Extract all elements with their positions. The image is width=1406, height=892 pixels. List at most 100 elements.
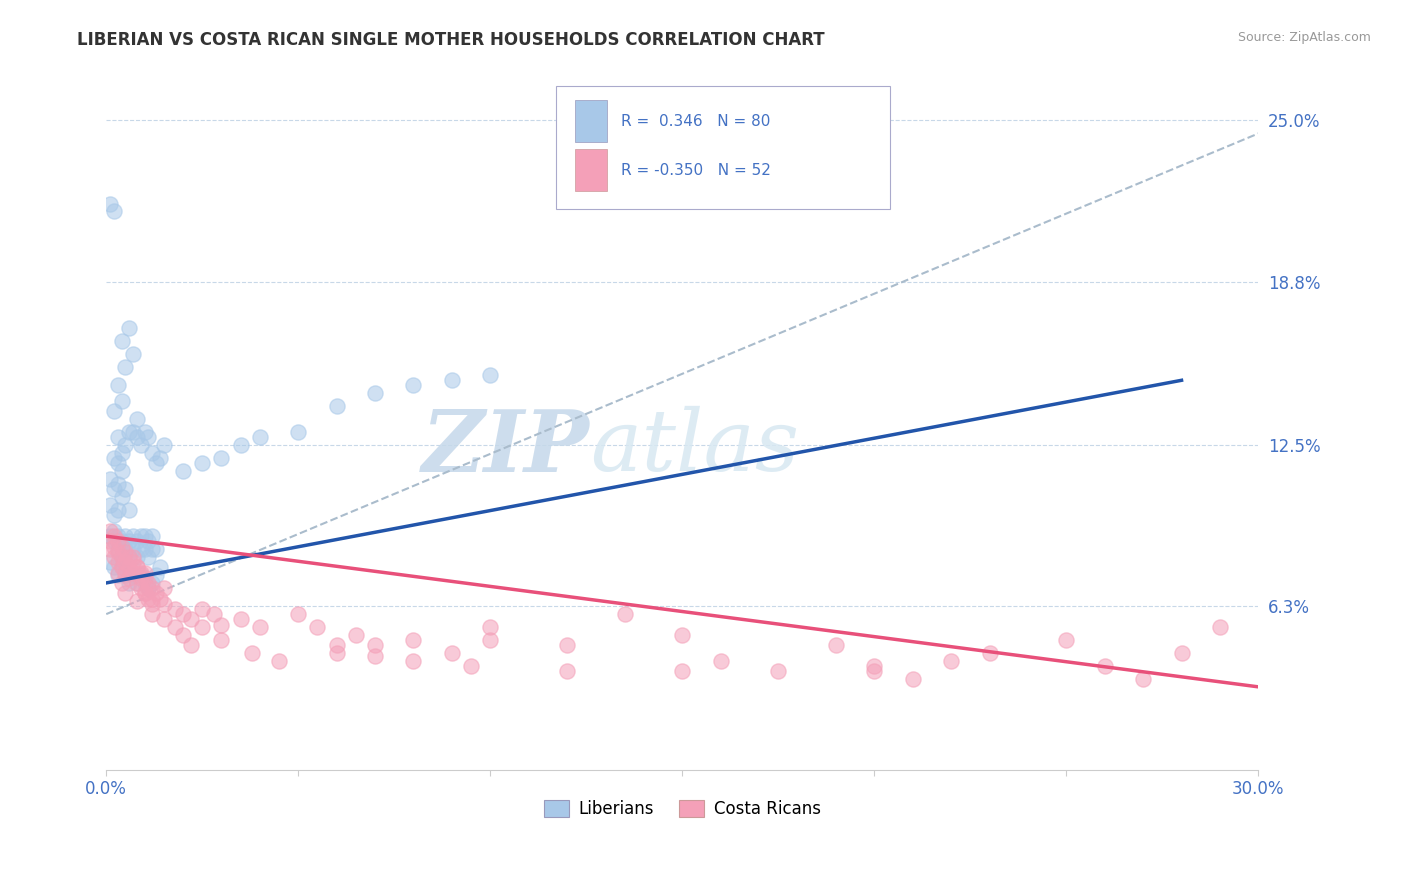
Point	[110, 549, 132, 564]
Point	[149, 591, 172, 606]
Point	[138, 576, 160, 591]
Point	[134, 576, 156, 591]
Point	[110, 394, 132, 409]
Point	[149, 560, 172, 574]
Point	[138, 581, 160, 595]
Point	[249, 430, 271, 444]
Point	[479, 368, 502, 383]
Point	[114, 555, 136, 569]
Point	[110, 540, 132, 554]
Point	[107, 568, 129, 582]
Point	[114, 529, 136, 543]
Point	[165, 620, 187, 634]
Point	[172, 464, 194, 478]
Point	[134, 542, 156, 557]
Point	[114, 586, 136, 600]
Point	[364, 648, 387, 663]
Point	[939, 654, 962, 668]
Point	[1170, 646, 1192, 660]
Point	[202, 607, 225, 621]
Point	[129, 581, 152, 595]
Point	[1132, 672, 1154, 686]
Point	[344, 628, 367, 642]
Point	[229, 612, 252, 626]
Point	[125, 560, 148, 574]
Point	[125, 594, 148, 608]
Point	[98, 196, 121, 211]
Point	[129, 571, 152, 585]
Point	[110, 576, 132, 591]
Point	[114, 568, 136, 582]
Point	[1094, 659, 1116, 673]
Point	[98, 555, 121, 569]
Point	[103, 483, 125, 497]
Point	[103, 508, 125, 523]
Point	[460, 659, 482, 673]
Point	[249, 620, 271, 634]
Point	[125, 560, 148, 574]
Point	[110, 446, 132, 460]
Point	[768, 665, 790, 679]
Point	[110, 334, 132, 349]
Point	[153, 581, 176, 595]
FancyBboxPatch shape	[575, 149, 607, 191]
Point	[107, 545, 129, 559]
Legend: Liberians, Costa Ricans: Liberians, Costa Ricans	[537, 793, 828, 825]
Point	[110, 560, 132, 574]
Point	[125, 534, 148, 549]
Point	[165, 602, 187, 616]
Point	[479, 633, 502, 648]
Point	[153, 438, 176, 452]
Point	[191, 620, 214, 634]
Point	[98, 534, 121, 549]
Point	[122, 549, 145, 564]
Point	[107, 542, 129, 557]
FancyBboxPatch shape	[555, 86, 890, 209]
Point	[114, 483, 136, 497]
Point	[145, 586, 167, 600]
Point	[191, 457, 214, 471]
Point	[180, 638, 202, 652]
Point	[122, 568, 145, 582]
Point	[98, 498, 121, 512]
Point	[103, 404, 125, 418]
Point	[103, 204, 125, 219]
Point	[863, 665, 886, 679]
Point	[141, 597, 163, 611]
Point	[103, 549, 125, 564]
Point	[118, 425, 141, 440]
Point	[134, 529, 156, 543]
Point	[122, 542, 145, 557]
Point	[98, 472, 121, 486]
Point	[125, 549, 148, 564]
Point	[118, 321, 141, 335]
Point	[325, 399, 347, 413]
Point	[267, 654, 290, 668]
Point	[141, 576, 163, 591]
Point	[979, 646, 1001, 660]
Point	[440, 373, 463, 387]
Point	[153, 597, 176, 611]
Point	[287, 425, 309, 440]
Point	[118, 576, 141, 591]
Point	[141, 607, 163, 621]
Point	[103, 534, 125, 549]
Point	[98, 524, 121, 538]
Point	[671, 665, 693, 679]
Point	[103, 529, 125, 543]
Point	[103, 524, 125, 538]
Point	[211, 633, 233, 648]
Point	[118, 571, 141, 585]
Point	[240, 646, 263, 660]
Point	[325, 646, 347, 660]
Point	[110, 560, 132, 574]
Point	[110, 490, 132, 504]
Point	[229, 438, 252, 452]
Point	[555, 665, 578, 679]
Point	[402, 654, 425, 668]
Point	[1209, 620, 1232, 634]
Point	[153, 612, 176, 626]
Point	[98, 542, 121, 557]
Point	[107, 529, 129, 543]
Text: ZIP: ZIP	[422, 406, 591, 489]
